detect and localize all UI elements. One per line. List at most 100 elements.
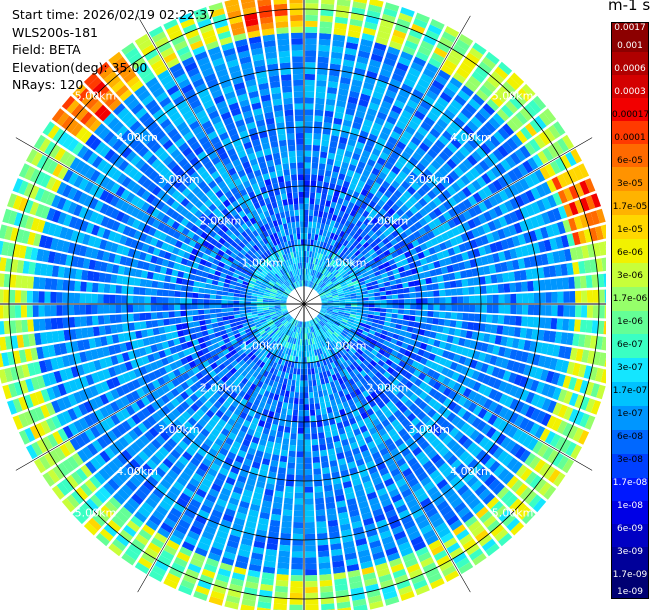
range-gate-cell: [319, 21, 333, 29]
range-gate-cell: [314, 480, 323, 487]
range-gate-cell: [488, 208, 498, 220]
range-gate-cell: [324, 206, 330, 213]
range-gate-cell: [251, 461, 261, 470]
range-gate-cell: [385, 359, 393, 366]
range-gate-cell: [38, 277, 46, 290]
range-gate-cell: [320, 3, 335, 11]
range-gate-cell: [267, 345, 273, 352]
range-gate-cell: [340, 76, 351, 85]
range-gate-cell: [209, 294, 216, 299]
range-gate-cell: [478, 160, 490, 172]
range-gate-cell: [449, 519, 463, 531]
range-gate-cell: [325, 502, 336, 510]
range-gate-cell: [466, 414, 477, 425]
range-gate-cell: [441, 249, 450, 258]
range-gate-cell: [115, 314, 122, 323]
range-gate-cell: [482, 374, 491, 385]
range-gate-cell: [462, 387, 472, 398]
range-gate-cell: [325, 323, 331, 329]
range-gate-cell: [291, 318, 296, 325]
range-gate-cell: [503, 409, 514, 422]
range-gate-cell: [133, 313, 140, 322]
range-gate-cell: [348, 285, 355, 290]
range-gate-cell: [513, 92, 527, 106]
range-gate-cell: [405, 525, 419, 536]
range-gate-cell: [320, 334, 325, 341]
range-gate-cell: [289, 317, 294, 323]
range-gate-cell: [221, 556, 235, 566]
range-gate-cell: [335, 494, 345, 502]
range-gate-cell: [73, 305, 81, 315]
range-gate-cell: [332, 279, 339, 285]
range-gate-cell: [317, 538, 329, 546]
range-gate-cell: [447, 390, 457, 400]
range-gate-cell: [384, 409, 393, 419]
range-gate-cell: [21, 275, 29, 289]
range-gate-cell: [412, 274, 420, 281]
range-gate-cell: [443, 86, 456, 99]
range-gate-cell: [332, 295, 339, 298]
range-gate-cell: [289, 444, 296, 452]
range-gate-cell: [444, 281, 451, 289]
range-gate-cell: [326, 295, 333, 298]
range-gate-cell: [417, 348, 425, 357]
range-gate-cell: [329, 274, 335, 281]
range-gate-cell: [383, 95, 395, 105]
range-gate-cell: [378, 185, 387, 194]
range-gate-cell: [410, 535, 424, 547]
range-gate-cell: [467, 458, 479, 471]
range-gate-cell: [331, 246, 337, 253]
range-gate-cell: [331, 324, 338, 330]
range-gate-cell: [419, 497, 432, 508]
range-gate-cell: [316, 349, 321, 356]
range-gate-cell: [262, 299, 269, 302]
range-gate-cell: [362, 272, 369, 278]
range-gate-cell: [328, 265, 334, 272]
range-gate-cell: [333, 392, 340, 400]
range-gate-cell: [273, 393, 280, 401]
range-gate-cell: [349, 371, 356, 378]
range-gate-cell: [222, 513, 234, 523]
range-gate-cell: [233, 421, 242, 430]
range-gate-cell: [422, 137, 434, 148]
range-gate-cell: [168, 290, 175, 297]
range-gate-cell: [429, 269, 437, 277]
range-gate-cell: [416, 304, 422, 310]
range-gate-cell: [487, 220, 497, 232]
range-gate-cell: [356, 262, 364, 269]
range-gate-cell: [450, 255, 458, 264]
range-gate-cell: [216, 313, 223, 318]
range-gate-cell: [347, 461, 357, 470]
range-gate-cell: [415, 546, 429, 557]
range-gate-cell: [200, 428, 210, 438]
range-gate-cell: [312, 245, 316, 252]
range-gate-cell: [572, 261, 580, 275]
range-gate-cell: [386, 115, 397, 125]
range-gate-cell: [390, 284, 398, 290]
range-gate-cell: [425, 507, 439, 519]
range-gate-cell: [332, 296, 339, 300]
range-gate-cell: [432, 401, 442, 412]
range-gate-cell: [294, 397, 299, 405]
range-gate-cell: [304, 345, 307, 352]
range-gate-cell: [422, 529, 436, 540]
range-gate-cell: [458, 129, 471, 141]
range-gate-cell: [574, 182, 585, 198]
range-gate-cell: [437, 374, 446, 383]
range-gate-cell: [525, 391, 535, 404]
range-gate-cell: [232, 441, 241, 450]
range-gate-cell: [20, 290, 27, 303]
range-gate-cell: [212, 327, 220, 333]
range-gate-cell: [467, 402, 478, 413]
range-gate-cell: [333, 339, 340, 346]
range-gate-cell: [261, 458, 271, 466]
range-gate-cell: [414, 110, 426, 121]
range-gate-cell: [481, 423, 492, 435]
range-gate-cell: [373, 315, 380, 320]
range-gate-cell: [400, 386, 410, 395]
range-gate-cell: [478, 395, 488, 407]
range-gate-cell: [217, 321, 225, 327]
range-gate-cell: [457, 296, 464, 304]
range-gate-cell: [367, 158, 376, 167]
range-gate-cell: [538, 131, 551, 146]
